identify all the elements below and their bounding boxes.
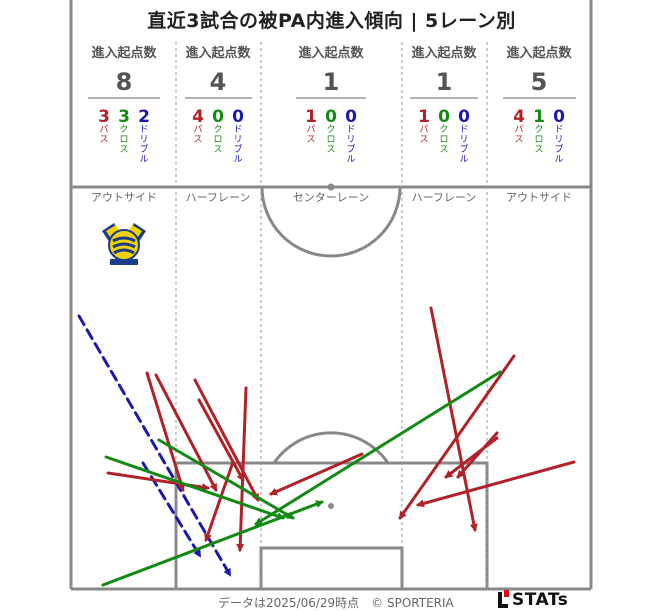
- lane-label-dribble: ドリブル: [233, 125, 242, 165]
- lane-total: 4: [210, 68, 227, 96]
- lane-label-cross: クロス: [534, 124, 543, 155]
- lane-label-cross: クロス: [119, 124, 128, 155]
- pass-arrow: [197, 398, 245, 482]
- pass-arrow: [269, 452, 364, 496]
- pass-arrow: [193, 378, 260, 502]
- lane-label-pass: パス: [419, 124, 428, 145]
- lane-count-dribble: 0: [458, 107, 470, 127]
- penalty-arc: [272, 431, 390, 464]
- lane-count-dribble: 0: [553, 107, 565, 127]
- lane-count-cross: 3: [118, 107, 130, 127]
- pass-arrow: [204, 460, 235, 542]
- penalty-area: [174, 461, 489, 591]
- lane-count-dribble: 0: [232, 107, 244, 127]
- chart-title: 直近3試合の被PA内進入傾向 | 5レーン別: [147, 10, 516, 32]
- lane-header-label: 進入起点数: [185, 45, 251, 61]
- lane-count-pass: 4: [513, 107, 525, 127]
- lane-headers: 進入起点数83パス3クロス2ドリブルアウトサイド進入起点数44パス0クロス0ドリ…: [88, 45, 576, 204]
- cross-arrow: [101, 500, 324, 587]
- cross-arrow: [254, 370, 502, 526]
- pass-arrow: [456, 431, 499, 479]
- lane-label-pass: パス: [306, 124, 315, 145]
- dribble-arrow: [77, 314, 232, 577]
- goal-area: [259, 546, 404, 591]
- footer-credit: データは2025/06/29時点 © SPORTERIA: [218, 596, 454, 610]
- lane-label-cross: クロス: [439, 124, 448, 155]
- lane-label-pass: パス: [99, 124, 108, 145]
- lane-total: 1: [323, 68, 340, 96]
- lane-count-pass: 4: [192, 107, 204, 127]
- lane-label-dribble: ドリブル: [459, 125, 468, 165]
- lane-count-cross: 0: [325, 107, 337, 127]
- lane-label-dribble: ドリブル: [139, 125, 148, 165]
- lane-label-dribble: ドリブル: [346, 125, 355, 165]
- lane-dividers: [175, 42, 488, 589]
- lane-total: 8: [116, 68, 133, 96]
- lane-label-pass: パス: [514, 124, 523, 145]
- lane-name: ハーフレーン: [412, 191, 477, 204]
- lane-count-dribble: 0: [345, 107, 357, 127]
- pass-arrow: [444, 436, 499, 479]
- lane-count-cross: 0: [438, 107, 450, 127]
- pass-arrow: [236, 386, 248, 552]
- team-crest: [102, 223, 146, 265]
- crest-wave-2: [112, 242, 136, 249]
- lane-name: アウトサイド: [506, 191, 572, 204]
- flow-arrows: [77, 306, 576, 587]
- pass-arrow: [416, 460, 576, 508]
- lane-name: センターレーン: [293, 191, 369, 204]
- pass-arrow: [145, 371, 186, 492]
- center-spot: [327, 183, 335, 191]
- crest-banner: [110, 259, 138, 265]
- cross-arrow: [104, 455, 285, 520]
- lane-label-cross: クロス: [213, 124, 222, 155]
- lane-name: アウトサイド: [91, 191, 157, 204]
- pass-arrow: [398, 354, 516, 520]
- lane-header-label: 進入起点数: [506, 45, 572, 61]
- lane-header-label: 進入起点数: [91, 45, 157, 61]
- lane-count-cross: 0: [212, 107, 224, 127]
- lane-header-label: 進入起点数: [298, 45, 364, 61]
- crest-wave-1: [112, 236, 136, 243]
- pass-arrow: [429, 306, 478, 532]
- pass-arrow: [154, 373, 218, 492]
- lane-total: 5: [531, 68, 548, 96]
- center-circle: [260, 186, 402, 258]
- stats-logo-text: STATs: [512, 590, 569, 610]
- stats-logo-icon: [498, 590, 509, 608]
- lane-count-pass: 1: [418, 107, 430, 127]
- penalty-spot: [328, 503, 334, 509]
- lane-count-dribble: 2: [138, 107, 150, 127]
- lane-count-cross: 1: [533, 107, 545, 127]
- crest-wave-3: [113, 248, 135, 255]
- cross-arrow: [157, 438, 295, 520]
- lane-name: ハーフレーン: [186, 191, 251, 204]
- lane-label-cross: クロス: [326, 124, 335, 155]
- lane-total: 1: [436, 68, 453, 96]
- lane-label-dribble: ドリブル: [554, 125, 563, 165]
- lane-header-label: 進入起点数: [411, 45, 477, 61]
- lane-count-pass: 3: [98, 107, 110, 127]
- lane-count-pass: 1: [305, 107, 317, 127]
- stats-logo: STATs: [498, 590, 568, 610]
- lane-label-pass: パス: [193, 124, 202, 145]
